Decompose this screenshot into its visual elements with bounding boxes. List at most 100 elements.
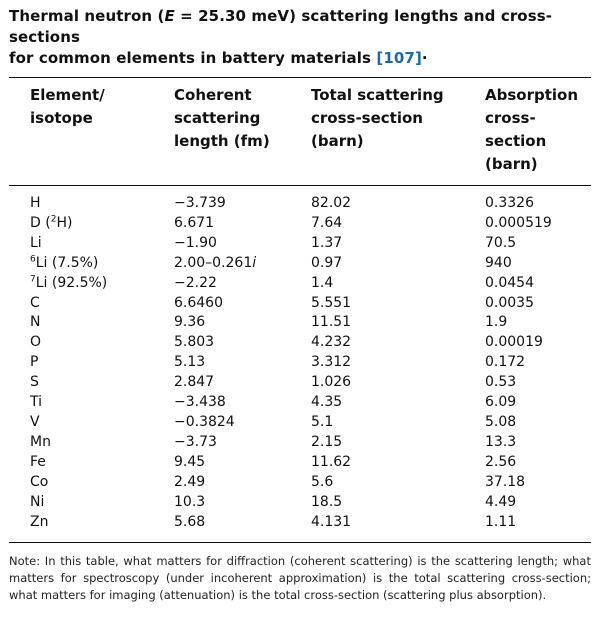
- element-label: Co: [30, 473, 49, 490]
- header-total-line1: Total scattering: [311, 86, 444, 104]
- cell-coherent-length: −0.3824: [174, 413, 311, 433]
- cell-total-cross-section: 1.37: [311, 234, 343, 251]
- element-label: C: [30, 294, 40, 311]
- coherent-value: −3.438: [174, 394, 226, 411]
- element-label: P: [30, 354, 39, 371]
- element-label: Fe: [30, 453, 46, 470]
- table-row: Co 2.49 5.6 37.18: [9, 473, 591, 493]
- cell-total-cross-section: 7.64: [311, 214, 343, 231]
- cell-absorption-cross-section: 2.56: [485, 453, 517, 470]
- cell-element: O: [9, 333, 174, 353]
- coherent-value: 2.49: [174, 473, 206, 490]
- cell-total-cross-section: 3.312: [311, 354, 352, 371]
- element-label: S: [30, 374, 39, 391]
- cell-absorption-cross-section: 13.3: [485, 433, 517, 450]
- header-row: Element/ isotope Coherent scattering len…: [9, 78, 591, 176]
- coherent-value: 5.803: [174, 334, 215, 351]
- element-label: Li (92.5%): [35, 274, 108, 291]
- cell-absorption-cross-section: 0.000519: [485, 214, 552, 231]
- coherent-value: −3.739: [174, 195, 226, 211]
- header-coherent-line1: Coherent: [174, 86, 252, 104]
- element-label: Ti: [30, 394, 43, 411]
- cell-coherent-length: −3.438: [174, 393, 311, 413]
- element-label: N: [30, 314, 41, 331]
- header-absorption-line2: cross-section: [485, 109, 547, 150]
- element-label: H: [30, 195, 41, 211]
- coherent-value: 6.671: [174, 214, 215, 231]
- cell-total-cross-section: 4.35: [311, 394, 343, 411]
- cell-absorption-cross-section: 4.49: [485, 493, 517, 510]
- table-row: N 9.36 11.51 1.9: [9, 313, 591, 333]
- table-row: O 5.803 4.232 0.00019: [9, 333, 591, 353]
- element-label: Mn: [30, 433, 51, 450]
- cell-total-cross-section: 5.6: [311, 473, 334, 490]
- cell-total-cross-section: 4.131: [311, 513, 352, 530]
- cell-coherent-length: 9.45: [174, 453, 311, 473]
- coherent-value: 2.847: [174, 374, 215, 391]
- cell-absorption-cross-section: 70.5: [485, 234, 517, 251]
- cell-coherent-length: 2.847: [174, 373, 311, 393]
- cell-element: 6Li (7.5%): [9, 254, 174, 274]
- title-energy-var: E: [164, 7, 175, 25]
- title-line1-pre: Thermal neutron (: [9, 7, 165, 25]
- cell-coherent-length: 5.13: [174, 353, 311, 373]
- title-trail: ·: [421, 49, 428, 67]
- bottom-rule: [9, 542, 591, 544]
- header-absorption-line1: Absorption: [485, 86, 579, 104]
- header-rule: [9, 185, 591, 186]
- cell-absorption-cross-section: 0.0035: [485, 294, 534, 311]
- coherent-value: 9.36: [174, 314, 206, 331]
- isotope-mass-number: 7: [30, 273, 36, 284]
- cell-coherent-length: 9.36: [174, 313, 311, 333]
- element-label: Li: [30, 234, 42, 251]
- cell-total-cross-section: 5.551: [311, 294, 352, 311]
- cell-coherent-length: −2.22: [174, 274, 311, 294]
- cell-element: P: [9, 353, 174, 373]
- header-coherent: Coherent scattering length (fm): [174, 78, 311, 176]
- data-table: Element/ isotope Coherent scattering len…: [9, 78, 591, 176]
- coherent-value: −0.3824: [174, 413, 235, 430]
- element-label: Ni: [30, 493, 45, 510]
- table-row: Zn 5.68 4.131 1.11: [9, 513, 591, 533]
- title-line2: for common elements in battery materials: [9, 49, 377, 67]
- cell-total-cross-section: 18.5: [311, 493, 343, 510]
- header-total-line2: cross-section: [311, 109, 423, 127]
- table-title: Thermal neutron (E = 25.30 meV) scatteri…: [9, 6, 591, 69]
- header-absorption-line3: (barn): [485, 155, 538, 173]
- table-body: H −3.739 82.02 0.3326 D (2H) 6.671 7.64 0.00051…: [9, 186, 591, 532]
- cell-coherent-length: 6.671: [174, 214, 311, 234]
- cell-absorption-cross-section: 1.9: [485, 314, 508, 331]
- element-label: O: [30, 334, 42, 351]
- table-note: Note: In this table, what matters for di…: [9, 554, 591, 603]
- cell-coherent-length: 2.49: [174, 473, 311, 493]
- table-row: C 6.6460 5.551 0.0035: [9, 294, 591, 314]
- cell-element: V: [9, 413, 174, 433]
- element-label: Li (7.5%): [35, 254, 99, 271]
- cell-absorption-cross-section: 0.3326: [485, 195, 534, 211]
- coherent-value: −3.73: [174, 433, 217, 450]
- element-label: D (: [30, 214, 51, 231]
- header-element-line2: isotope: [30, 109, 93, 127]
- cell-absorption-cross-section: 940: [485, 254, 512, 271]
- table-row: Mn −3.73 2.15 13.3: [9, 433, 591, 453]
- cell-element: Co: [9, 473, 174, 493]
- cell-total-cross-section: 1.4: [311, 274, 334, 291]
- table-row: S 2.847 1.026 0.53: [9, 373, 591, 393]
- coherent-value: 9.45: [174, 453, 206, 470]
- cell-element: S: [9, 373, 174, 393]
- cell-element: 7Li (92.5%): [9, 274, 174, 294]
- coherent-value: −1.90: [174, 234, 217, 251]
- cell-absorption-cross-section: 5.08: [485, 413, 517, 430]
- top-rule: [9, 77, 591, 78]
- header-total-line3: (barn): [311, 132, 364, 150]
- cell-absorption-cross-section: 0.53: [485, 374, 517, 391]
- cell-coherent-length: −3.739: [174, 186, 311, 214]
- coherent-value: 5.68: [174, 513, 206, 530]
- cell-total-cross-section: 0.97: [311, 254, 343, 271]
- reference-link[interactable]: [107]: [376, 49, 422, 67]
- table-row: Fe 9.45 11.62 2.56: [9, 453, 591, 473]
- cell-element: Ti: [9, 393, 174, 413]
- cell-absorption-cross-section: 0.00019: [485, 334, 543, 351]
- table-row: P 5.13 3.312 0.172: [9, 353, 591, 373]
